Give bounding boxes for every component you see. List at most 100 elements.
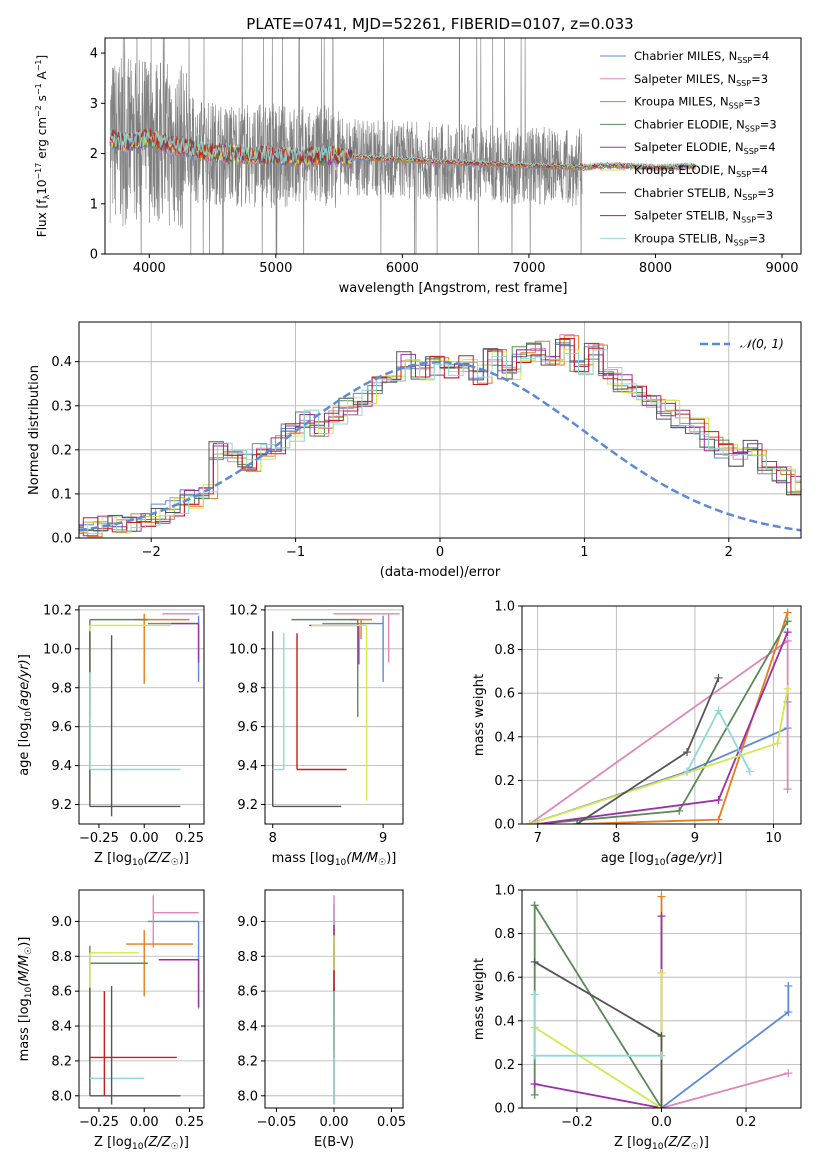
series-marker bbox=[773, 739, 782, 748]
legend-label: Salpeter ELODIE, NSSP=4 bbox=[634, 140, 776, 156]
label-part: Flux [f bbox=[35, 199, 49, 237]
y-tick-label: 9.6 bbox=[237, 720, 258, 735]
series-marker bbox=[783, 785, 792, 794]
axes-frame bbox=[78, 605, 205, 825]
histogram-series bbox=[79, 349, 801, 535]
y-tick-label: 10.0 bbox=[229, 642, 258, 657]
x-axis-label: Z [log10(Z/Z☉)] bbox=[94, 851, 189, 868]
normal-curve bbox=[79, 360, 801, 532]
y-tick-label: 9.2 bbox=[237, 798, 258, 813]
x-axis-label: Z [log10(Z/Z☉)] bbox=[94, 1135, 189, 1152]
legend-label: Kroupa MILES, NSSP=3 bbox=[634, 95, 760, 111]
x-tick-label: 8000 bbox=[639, 261, 672, 276]
y-tick-label: 8.4 bbox=[237, 1020, 258, 1035]
x-tick-label: −0.25 bbox=[79, 1115, 119, 1130]
label-part: =3 bbox=[751, 72, 768, 86]
x-axis-label: Z [log10(Z/Z☉)] bbox=[614, 1135, 709, 1152]
label-sub: ☉ bbox=[171, 1142, 179, 1152]
label-sub: SSP bbox=[729, 102, 744, 111]
label-part: Kroupa ELODIE, N bbox=[634, 163, 736, 177]
x-tick-label: 0 bbox=[436, 545, 444, 560]
series-marker bbox=[714, 673, 723, 682]
y-tick-label: 8.4 bbox=[51, 1020, 72, 1035]
series-marker bbox=[657, 1051, 666, 1060]
axes-frame bbox=[521, 605, 802, 825]
series-marker bbox=[784, 1008, 793, 1017]
y-tick-label: 0.3 bbox=[51, 399, 72, 414]
label-sub: SSP bbox=[737, 56, 752, 65]
label-part: (Z/Z bbox=[663, 1135, 691, 1150]
series-line bbox=[576, 612, 789, 824]
series-marker bbox=[573, 820, 582, 824]
label-part: ] bbox=[35, 55, 49, 60]
label-part: age [log bbox=[601, 851, 654, 866]
label-part: erg cm bbox=[35, 117, 49, 163]
y-tick-label: 0.0 bbox=[494, 818, 515, 833]
x-tick-label: 9000 bbox=[765, 261, 798, 276]
y-tick-label: 9.6 bbox=[51, 720, 72, 735]
y-tick-label: 8.0 bbox=[51, 1089, 72, 1104]
x-tick-label: 0.0 bbox=[651, 1115, 672, 1130]
axes-frame bbox=[78, 889, 205, 1109]
x-tick-label: 1 bbox=[580, 545, 588, 560]
y-axis-label: mass weight bbox=[472, 674, 487, 756]
y-tick-label: 4 bbox=[90, 47, 98, 62]
y-tick-label: 8.2 bbox=[237, 1054, 258, 1069]
errorbar-group bbox=[272, 613, 400, 808]
series-marker bbox=[675, 806, 684, 815]
label-sub: SSP bbox=[744, 147, 759, 156]
label-part: )] bbox=[179, 851, 189, 866]
label-sub: 10 bbox=[132, 1142, 144, 1152]
label-part: −2 bbox=[34, 105, 43, 117]
label-part: =4 bbox=[751, 163, 768, 177]
x-axis-label: wavelength [Angstrom, rest frame] bbox=[339, 281, 568, 296]
label-sub: ☉ bbox=[378, 858, 386, 868]
label-part: )] bbox=[699, 1135, 709, 1150]
legend-label: Chabrier ELODIE, NSSP=3 bbox=[634, 117, 777, 133]
errorbar-group bbox=[89, 895, 200, 1105]
series-marker bbox=[783, 684, 792, 693]
label-sub: SSP bbox=[736, 79, 751, 88]
label-sub: 10 bbox=[652, 1142, 664, 1152]
series-marker bbox=[714, 706, 723, 715]
y-tick-label: 9.2 bbox=[51, 798, 72, 813]
label-part: Z [log bbox=[614, 1135, 652, 1150]
histogram-series bbox=[79, 342, 801, 538]
series-marker bbox=[530, 1090, 539, 1099]
label-sub: ☉ bbox=[691, 1142, 699, 1152]
mass-vs-ebv-panel: −0.05 0.00 0.05 8.0 8.2 8.4 8.6 8.8 9.0 E(B-V) bbox=[237, 889, 406, 1150]
y-tick-label: 0.6 bbox=[494, 687, 515, 702]
y-tick-label: 0.8 bbox=[494, 643, 515, 658]
y-axis-label: age [log10(age/yr)] bbox=[17, 654, 34, 776]
series-line bbox=[537, 631, 789, 824]
x-tick-label: 8 bbox=[612, 831, 620, 846]
spectrum-data bbox=[109, 38, 696, 254]
label-sub: 10 bbox=[654, 858, 666, 868]
label-part: Z [log bbox=[94, 1135, 132, 1150]
series-line bbox=[529, 701, 789, 824]
figure-title: PLATE=0741, MJD=52261, FIBERID=0107, z=0… bbox=[246, 15, 633, 33]
y-tick-label: 8.8 bbox=[237, 950, 258, 965]
y-tick-label: 9.4 bbox=[51, 759, 72, 774]
y-tick-label: 0.4 bbox=[494, 1014, 515, 1029]
mass-vs-metallicity-panel: −0.25 0.00 0.258.08.28.48.68.89.0Z [log10(… bbox=[17, 889, 205, 1152]
label-part: Z [log bbox=[94, 851, 132, 866]
y-tick-label: 0.2 bbox=[494, 1058, 515, 1073]
x-tick-label: 5000 bbox=[259, 261, 292, 276]
series-line bbox=[661, 1072, 789, 1108]
observed-spectrum bbox=[109, 38, 583, 254]
label-part: −1 bbox=[34, 83, 43, 95]
x-tick-label: 6000 bbox=[386, 261, 419, 276]
y-axis-label: Flux [fλ10−17 erg cm−2 s−1 A−1] bbox=[34, 55, 51, 237]
x-tick-label: 7 bbox=[534, 831, 542, 846]
y-tick-label: 0.4 bbox=[494, 730, 515, 745]
axes-frame bbox=[264, 605, 404, 825]
age-vs-mass-panel: 8 9 9.2 9.4 9.6 9.8 10.0 10.2 mass [log10(M/M☉)] bbox=[229, 603, 404, 868]
y-tick-label: 9.8 bbox=[237, 681, 258, 696]
y-tick-label: 8.6 bbox=[237, 985, 258, 1000]
label-part: Kroupa MILES, N bbox=[634, 95, 729, 109]
series-marker bbox=[657, 912, 666, 921]
y-tick-label: 8.2 bbox=[51, 1054, 72, 1069]
y-tick-label: 1.0 bbox=[494, 600, 515, 615]
